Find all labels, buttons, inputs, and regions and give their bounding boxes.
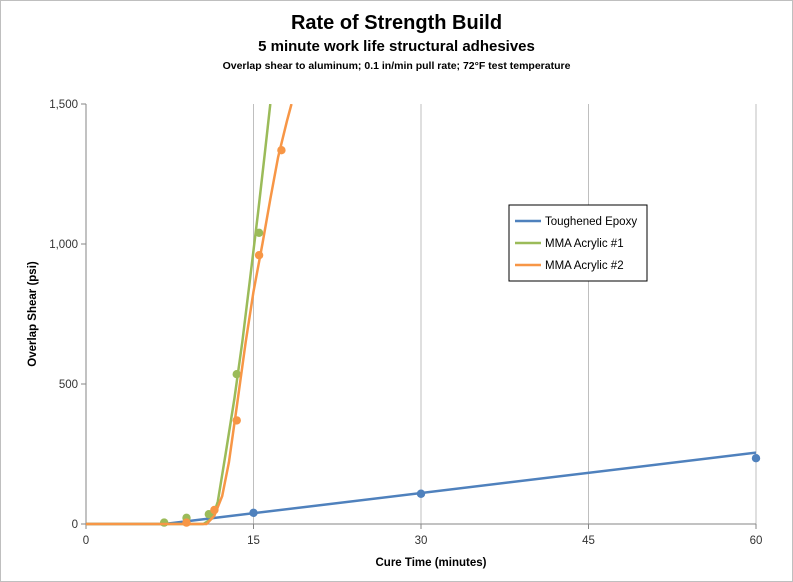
- x-axis-label: Cure Time (minutes): [376, 557, 487, 569]
- x-tick-label: 0: [83, 535, 89, 547]
- x-tick-label: 30: [415, 535, 428, 547]
- chart-subtitle: 5 minute work life structural adhesives: [258, 38, 535, 55]
- y-axis-label: Overlap Shear (psi): [27, 261, 39, 367]
- chart-title: Rate of Strength Build: [290, 12, 503, 34]
- data-point: [416, 489, 426, 498]
- y-tick-label: 500: [59, 379, 78, 391]
- data-point: [254, 228, 264, 237]
- legend-entry: Toughened Epoxy: [545, 216, 637, 228]
- legend-entry: MMA Acrylic #1: [545, 238, 624, 250]
- legend: Toughened Epoxy MMA Acrylic #1 MMA Acrylic…: [508, 204, 648, 282]
- data-point: [232, 370, 241, 379]
- x-tick-label: 60: [750, 535, 763, 547]
- data-point: [751, 454, 761, 463]
- gridlines: [253, 104, 757, 524]
- data-point: [182, 518, 191, 527]
- series-3: [86, 104, 293, 526]
- y-tick-label: 1,500: [49, 99, 78, 111]
- data-point: [159, 518, 169, 527]
- x-tick-label: 45: [582, 535, 595, 547]
- data-point: [232, 416, 241, 425]
- y-tick-label: 1,000: [49, 239, 78, 251]
- data-point: [210, 505, 219, 515]
- series-line: [86, 104, 293, 526]
- y-tick-label: 0: [72, 519, 78, 531]
- data-point: [277, 146, 286, 155]
- chart-subtitle-details: Overlap shear to aluminum; 0.1 in/min pu…: [222, 60, 571, 72]
- legend-entry: MMA Acrylic #2: [545, 260, 624, 272]
- data-point: [254, 251, 264, 260]
- x-tick-label: 15: [247, 535, 260, 547]
- series-group: [86, 104, 761, 527]
- data-point: [249, 508, 258, 517]
